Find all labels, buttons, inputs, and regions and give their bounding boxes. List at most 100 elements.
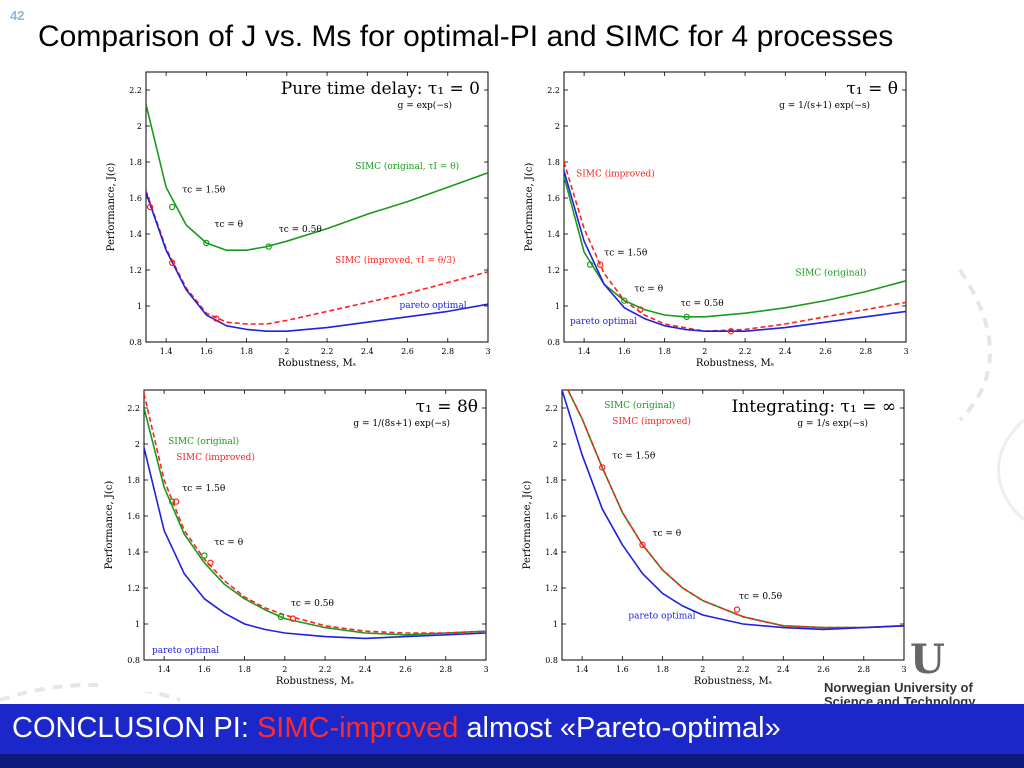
series-group — [562, 390, 904, 631]
x-tick-label: 2.2 — [739, 347, 752, 356]
x-tick-label: 2 — [282, 665, 287, 674]
x-tick-label: 2.8 — [857, 665, 870, 674]
annotation-label: SIMC (original) — [795, 267, 866, 278]
x-tick-label: 1.4 — [576, 665, 589, 674]
chart-title: Integrating: τ₁ = ∞ — [732, 397, 896, 417]
plot-frame — [561, 389, 905, 661]
x-tick-label: 2 — [700, 665, 705, 674]
y-axis-label: Performance, J(c) — [522, 481, 533, 570]
x-axis-label: Robustness, Mₛ — [694, 676, 772, 687]
annotation-label: τc = 1.5θ — [182, 484, 225, 494]
data-point — [586, 261, 594, 268]
data-point — [599, 464, 606, 471]
x-tick-label: 2.4 — [361, 347, 374, 356]
data-point — [168, 203, 176, 211]
x-tick-label: 1.8 — [238, 665, 251, 674]
y-tick-label: 0.8 — [127, 656, 140, 665]
x-tick-label: 1.8 — [656, 665, 669, 674]
y-tick-label: 1.2 — [129, 266, 142, 275]
x-tick-label: 2.6 — [401, 347, 414, 356]
series-line-simc-improved-i-3 — [146, 190, 488, 325]
y-tick-label: 2.2 — [547, 86, 560, 95]
series-line-simc-original — [144, 407, 486, 636]
y-tick-label: 2.2 — [129, 86, 142, 95]
x-tick-label: 1.6 — [200, 347, 213, 356]
y-tick-label: 1 — [137, 302, 142, 311]
y-tick-label: 1.2 — [547, 266, 560, 275]
x-tick-label: 2.8 — [441, 347, 454, 356]
annotation-label: SIMC (original, τI = θ) — [355, 161, 459, 172]
x-tick-label: 1.8 — [658, 347, 671, 356]
x-tick-label: 1.4 — [158, 665, 171, 674]
y-axis-label: Performance, J(c) — [104, 481, 115, 570]
series-line-pareto-optimal — [564, 170, 906, 332]
x-tick-label: 1.6 — [618, 347, 631, 356]
annotation-label: τc = 0.5θ — [739, 592, 782, 602]
y-tick-label: 1.6 — [127, 512, 140, 521]
data-point — [201, 552, 208, 559]
y-tick-label: 2 — [137, 122, 142, 131]
series-line-pareto-optimal — [146, 192, 488, 332]
y-tick-label: 1.6 — [545, 512, 558, 521]
y-tick-label: 2 — [555, 122, 560, 131]
y-tick-label: 1.8 — [127, 476, 140, 485]
chart-subtitle: g = 1/(8s+1) exp(−s) — [353, 418, 450, 429]
x-tick-label: 2.2 — [321, 347, 334, 356]
x-tick-label: 2.6 — [819, 347, 832, 356]
data-point — [168, 498, 176, 505]
data-point — [207, 559, 214, 566]
conclusion-bar — [0, 704, 1024, 754]
y-tick-label: 1.4 — [127, 548, 140, 557]
conclusion-highlight: SIMC-improved — [256, 712, 459, 744]
y-tick-label: 0.8 — [545, 656, 558, 665]
x-tick-label: 2.2 — [319, 665, 332, 674]
x-tick-label: 1.4 — [160, 347, 173, 356]
annotation-label: τc = 0.5θ — [291, 599, 334, 609]
y-tick-label: 1.8 — [129, 158, 142, 167]
series-group — [144, 393, 486, 640]
x-tick-label: 1.6 — [198, 665, 211, 674]
data-point — [289, 615, 297, 622]
university-logo: U — [910, 636, 945, 683]
data-point — [213, 315, 220, 322]
series-line-simc-improved — [567, 390, 904, 629]
y-tick-label: 0.8 — [547, 338, 560, 347]
y-tick-label: 1.4 — [129, 230, 142, 239]
annotation-label: τc = 1.5θ — [604, 249, 647, 259]
series-line-pareto-optimal — [144, 447, 486, 640]
annotation-label: pareto optimal — [152, 646, 219, 656]
conclusion-text: CONCLUSION PI: SIMC-improved almost «Par… — [12, 712, 781, 745]
y-tick-label: 1.2 — [545, 584, 558, 593]
chart-title: Pure time delay: τ₁ = 0 — [281, 79, 480, 99]
y-tick-label: 0.8 — [129, 338, 142, 347]
annotation-label: SIMC (improved) — [576, 168, 655, 179]
x-tick-label: 3 — [903, 347, 908, 356]
data-point — [639, 541, 646, 548]
x-axis-label: Robustness, Mₛ — [696, 358, 774, 369]
chart-subtitle: g = exp(−s) — [398, 100, 452, 111]
y-axis-label: Performance, J(c) — [524, 163, 535, 252]
x-tick-label: 3 — [485, 347, 490, 356]
chart-title: τ₁ = θ — [846, 79, 898, 99]
annotation-label: τc = 1.5θ — [182, 186, 225, 196]
annotation-label: τc = θ — [214, 220, 243, 230]
slide-number: 42 — [10, 8, 25, 23]
data-point — [683, 313, 690, 320]
plot-frame — [143, 389, 487, 661]
annotation-label: SIMC (original) — [168, 436, 239, 447]
x-tick-label: 2 — [284, 347, 289, 356]
y-tick-label: 1.2 — [127, 584, 140, 593]
data-point — [597, 261, 604, 268]
annotation-label: pareto optimal — [399, 301, 466, 311]
x-tick-label: 1.6 — [616, 665, 629, 674]
y-tick-label: 2 — [553, 440, 558, 449]
conclusion-suffix: almost «Pareto-optimal» — [458, 712, 781, 744]
x-tick-label: 3 — [901, 665, 906, 674]
data-point — [637, 306, 644, 313]
y-tick-label: 1.6 — [129, 194, 142, 203]
annotation-label: SIMC (original) — [604, 400, 675, 411]
footer-strip — [0, 754, 1024, 768]
series-line-pareto-optimal — [562, 390, 904, 631]
chart-tau1-equals-theta: 1.4 1.6 1.8 2 2.2 2.4 2.6 2.8 3 0.8 1 1.2 1.4 1.6 1.8 2… — [518, 62, 918, 374]
x-tick-label: 2.8 — [859, 347, 872, 356]
